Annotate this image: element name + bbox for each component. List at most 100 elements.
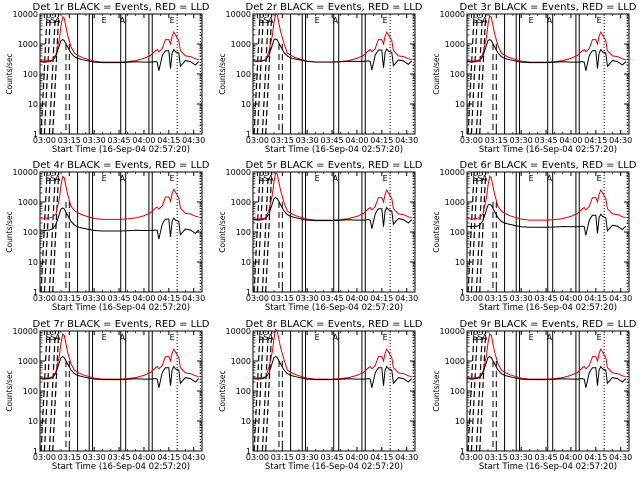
chart-panel-1: Det 1r BLACK = Events, RED = LLD 1 10 100 10… <box>5 2 210 155</box>
marker-line-dashed <box>470 171 479 293</box>
mode-label: E <box>170 174 175 183</box>
y-tick-label: 1000 <box>18 198 38 207</box>
x-tick-label: 03:00 <box>246 294 269 303</box>
marker-line-dashed <box>470 330 479 452</box>
mode-label: E <box>315 174 320 183</box>
mode-label: S <box>50 16 55 25</box>
series-line-lld <box>39 332 199 380</box>
y-axis-label: Counts/sec <box>5 211 14 252</box>
marker-line-dashed <box>52 330 60 452</box>
mode-label: S <box>45 333 50 342</box>
x-tick-label: 04:00 <box>132 294 155 303</box>
panel-title: Det 3r BLACK = Events, RED = LLD <box>460 2 637 13</box>
series-line-events <box>252 38 413 71</box>
x-tick-label: 04:00 <box>559 294 582 303</box>
marker-line-dashed <box>43 171 52 293</box>
x-tick-label: 04:15 <box>370 453 393 462</box>
x-tick-label: 04:15 <box>584 294 607 303</box>
marker-line-dashed <box>253 330 261 452</box>
mode-label: S <box>258 16 263 25</box>
y-tick-label: 10000 <box>13 168 38 177</box>
y-tick-label: 100 <box>23 387 38 396</box>
series-line-lld <box>39 15 199 63</box>
y-tick-label: 1 <box>460 288 465 297</box>
mode-label: S <box>45 174 50 183</box>
x-tick-label: 04:30 <box>395 136 418 145</box>
mode-label: E <box>383 174 388 183</box>
y-tick-label: 10000 <box>226 10 251 19</box>
x-axis-label: Start Time (16-Sep-04 02:57:20) <box>479 303 617 313</box>
mode-label: E <box>529 333 534 342</box>
y-tick-label: 10 <box>455 100 465 109</box>
y-tick-label: 10000 <box>226 168 251 177</box>
mode-label: E <box>102 16 107 25</box>
x-axis-label: Start Time (16-Sep-04 02:57:20) <box>479 462 617 472</box>
marker-line-dashed <box>40 13 48 135</box>
x-tick-label: 03:45 <box>108 453 131 462</box>
series-line-events <box>39 356 200 388</box>
x-tick-label: 03:15 <box>58 294 81 303</box>
y-tick-label: 1 <box>246 288 251 297</box>
y-axis-label: Counts/sec <box>218 53 227 94</box>
mode-label: E <box>315 333 320 342</box>
x-tick-label: 03:00 <box>460 453 483 462</box>
y-tick-label: 100 <box>450 70 465 79</box>
panel-title: Det 6r BLACK = Events, RED = LLD <box>460 160 637 171</box>
mode-label: A <box>333 16 339 25</box>
y-tick-label: 1 <box>246 130 251 139</box>
x-tick-label: 03:00 <box>33 136 56 145</box>
x-tick-label: 03:45 <box>321 136 344 145</box>
marker-line-dashed <box>253 13 261 135</box>
y-axis-label: Counts/sec <box>432 53 441 94</box>
x-tick-label: 03:30 <box>296 453 319 462</box>
y-tick-label: 10 <box>28 100 38 109</box>
marker-line-dashed <box>261 13 269 135</box>
x-tick-label: 03:15 <box>485 453 508 462</box>
mode-label: E <box>315 16 320 25</box>
mode-label: S <box>472 333 477 342</box>
x-tick-label: 04:30 <box>609 453 632 462</box>
chart-panel-6: Det 6r BLACK = Events, RED = LLD 1 10 100 10… <box>432 160 637 313</box>
mode-label: A <box>547 174 553 183</box>
marker-line-dashed <box>256 13 265 135</box>
x-tick-label: 04:30 <box>395 294 418 303</box>
x-tick-label: 03:15 <box>58 136 81 145</box>
series-line-events <box>466 356 627 388</box>
y-tick-label: 100 <box>236 70 251 79</box>
x-tick-label: 04:15 <box>584 453 607 462</box>
x-tick-label: 04:00 <box>345 136 368 145</box>
x-tick-label: 03:00 <box>246 136 269 145</box>
x-tick-label: 04:15 <box>157 294 180 303</box>
chart-panel-7: Det 7r BLACK = Events, RED = LLD 1 10 100 10… <box>5 319 210 472</box>
mode-label: E <box>597 333 602 342</box>
series-line-lld <box>466 14 626 63</box>
series-line-events <box>466 39 627 71</box>
y-tick-label: 100 <box>236 387 251 396</box>
x-tick-label: 03:30 <box>83 294 106 303</box>
mode-label: S <box>258 333 263 342</box>
mode-label: S <box>477 16 482 25</box>
x-tick-label: 04:00 <box>559 453 582 462</box>
mode-label: A <box>482 16 488 25</box>
y-tick-label: 100 <box>23 70 38 79</box>
mode-label: E <box>597 16 602 25</box>
series-line-lld <box>39 175 199 220</box>
x-tick-label: 03:00 <box>33 294 56 303</box>
mode-label: S <box>258 174 263 183</box>
marker-line-dashed <box>475 171 483 293</box>
y-tick-label: 1 <box>33 130 38 139</box>
chart-panel-3: Det 3r BLACK = Events, RED = LLD 1 10 100 10… <box>432 2 637 155</box>
marker-line-dashed <box>43 330 52 452</box>
y-tick-label: 10 <box>241 417 251 426</box>
y-tick-label: 1000 <box>445 40 465 49</box>
y-tick-label: 10000 <box>226 327 251 336</box>
mode-label: S <box>263 16 268 25</box>
marker-line-dashed <box>467 171 475 293</box>
marker-line-dashed <box>261 330 269 452</box>
x-tick-label: 03:30 <box>296 294 319 303</box>
series-line-events <box>466 203 627 236</box>
mode-label: E <box>102 174 107 183</box>
x-tick-label: 03:15 <box>271 453 294 462</box>
mode-label: A <box>268 174 274 183</box>
